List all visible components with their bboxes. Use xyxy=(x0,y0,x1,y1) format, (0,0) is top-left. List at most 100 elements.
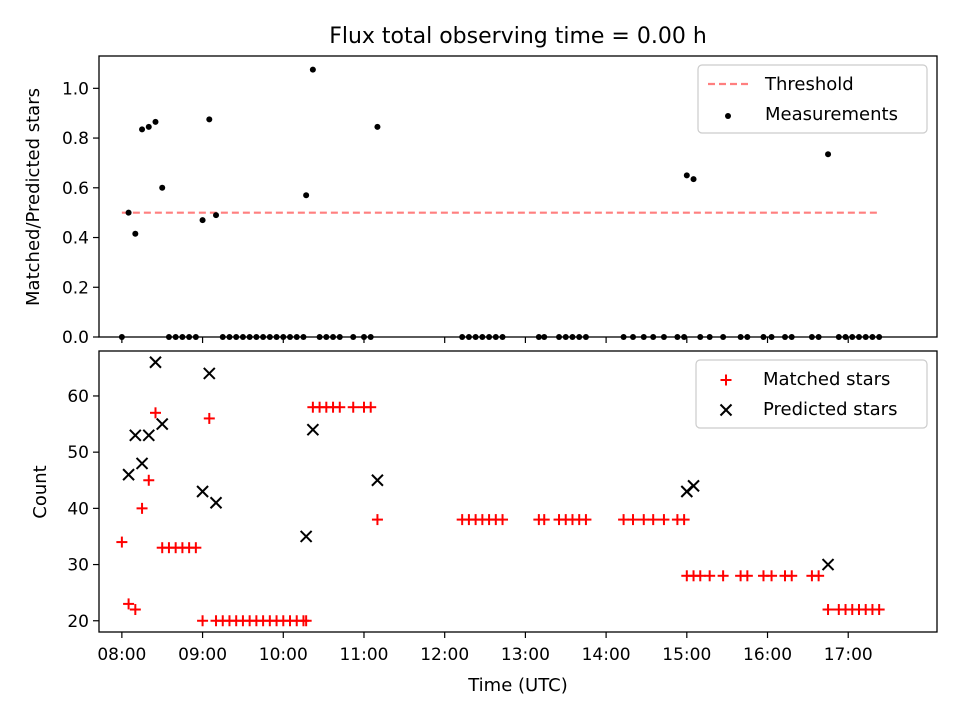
measurement-point xyxy=(374,123,381,130)
measurement-point xyxy=(145,123,152,130)
matched-marker xyxy=(371,514,383,526)
matched-marker xyxy=(717,570,729,582)
bottom-x-tick-label: 17:00 xyxy=(824,645,873,665)
matched-marker xyxy=(116,536,128,548)
matched-marker xyxy=(136,502,148,514)
top-axes-frame xyxy=(98,55,938,338)
predicted-marker xyxy=(299,530,313,543)
matched-marker xyxy=(638,514,650,526)
bottom-y-tick-label: 50 xyxy=(67,443,89,463)
bottom-y-ticks: 20 30 40 50 60 xyxy=(67,387,99,632)
legend-predicted-swatch xyxy=(719,403,733,417)
bottom-axes-frame xyxy=(98,350,938,633)
matched-marker xyxy=(123,598,135,610)
matched-marker xyxy=(129,604,141,616)
bottom-y-tick-label: 40 xyxy=(67,499,89,519)
top-y-ticks: 0.0 0.2 0.4 0.6 0.8 1.0 xyxy=(62,79,99,348)
x-stroke xyxy=(209,496,223,509)
predicted-marker xyxy=(687,479,700,493)
x-stroke xyxy=(719,403,733,417)
legend-matched-marker xyxy=(720,374,732,386)
x-stroke xyxy=(135,457,149,470)
top-y-tick-label: 0.0 xyxy=(62,328,89,348)
bottom-x-ticks: 08:00 09:00 10:00 11:00 12:00 13:00 14:00 15:00… xyxy=(97,632,873,665)
matched-marker xyxy=(786,570,798,582)
bottom-y-tick-label: 20 xyxy=(67,612,89,632)
matched-marker xyxy=(538,514,550,526)
top-legend-box xyxy=(697,64,928,134)
measurement-point xyxy=(213,212,220,219)
predicted-marker xyxy=(306,423,320,436)
x-stroke xyxy=(821,558,835,571)
predicted-marker xyxy=(149,356,162,369)
matched-marker xyxy=(704,570,716,582)
x-stroke xyxy=(122,468,135,481)
bottom-legend: Matched stars Predicted stars xyxy=(695,359,928,429)
predicted-marker xyxy=(156,417,169,431)
matched-marker xyxy=(813,570,825,582)
top-y-tick-label: 0.6 xyxy=(62,179,89,199)
predicted-marker xyxy=(196,485,209,498)
matched-marker xyxy=(149,407,161,419)
measurement-point xyxy=(683,172,690,179)
predicted-marker xyxy=(122,468,135,481)
bottom-legend-box xyxy=(695,359,928,429)
top-y-tick-label: 0.8 xyxy=(62,129,89,149)
matched-marker xyxy=(766,570,778,582)
matched-marker xyxy=(658,514,670,526)
predicted-marker xyxy=(371,474,384,487)
top-axes: 0.0 0.2 0.4 0.6 0.8 1.0 Matched/Predicted sta… xyxy=(23,55,938,348)
matched-marker xyxy=(678,514,690,526)
x-stroke xyxy=(156,417,169,431)
x-stroke xyxy=(306,423,320,436)
measurement-point xyxy=(303,192,310,199)
matched-marker xyxy=(647,514,659,526)
predicted-marker xyxy=(209,496,223,509)
bottom-x-tick-label: 15:00 xyxy=(662,645,711,665)
matched-marker xyxy=(497,514,509,526)
matched-marker xyxy=(627,514,639,526)
matched-marker xyxy=(300,615,312,627)
measurement-point xyxy=(690,176,697,183)
x-axis-label: Time (UTC) xyxy=(467,675,568,696)
top-x-ticks xyxy=(121,337,849,343)
matched-marker xyxy=(143,474,155,486)
measurement-point xyxy=(206,116,213,123)
legend-threshold-label: Threshold xyxy=(764,74,854,95)
top-y-tick-label: 0.4 xyxy=(62,229,89,249)
legend-matched-label: Matched stars xyxy=(763,369,890,390)
matched-marker xyxy=(365,401,377,413)
x-stroke xyxy=(149,356,162,369)
bottom-x-tick-label: 08:00 xyxy=(97,645,146,665)
top-y-tick-label: 0.2 xyxy=(62,278,89,298)
matched-marker xyxy=(741,570,753,582)
bottom-y-axis-label: Count xyxy=(30,465,51,518)
matched-marker xyxy=(580,514,592,526)
matched-marker xyxy=(694,570,706,582)
measurement-point xyxy=(199,217,206,224)
bottom-x-tick-label: 12:00 xyxy=(420,645,469,665)
predicted-marker xyxy=(135,457,149,470)
top-legend: Threshold Measurements xyxy=(697,64,928,134)
legend-measurements-label: Measurements xyxy=(765,104,898,125)
matched-marker xyxy=(618,514,630,526)
x-stroke xyxy=(687,479,700,493)
measurement-point xyxy=(159,184,166,191)
bottom-x-tick-label: 09:00 xyxy=(178,645,227,665)
legend-matched-swatch xyxy=(720,374,732,386)
bottom-x-tick-label: 14:00 xyxy=(582,645,631,665)
predicted-marker xyxy=(129,429,142,442)
matched-marker xyxy=(334,401,346,413)
bottom-x-tick-label: 11:00 xyxy=(339,645,388,665)
chart-title: Flux total observing time = 0.00 h xyxy=(329,24,707,49)
bottom-x-tick-label: 16:00 xyxy=(743,645,792,665)
bottom-y-tick-label: 60 xyxy=(67,387,89,407)
matched-marker xyxy=(873,604,885,616)
top-y-axis-label: Matched/Predicted stars xyxy=(23,88,44,306)
count-markers-layer xyxy=(116,356,885,627)
x-stroke xyxy=(371,474,384,487)
matched-marker xyxy=(347,401,359,413)
bottom-x-tick-label: 10:00 xyxy=(259,645,308,665)
x-stroke xyxy=(203,367,216,380)
